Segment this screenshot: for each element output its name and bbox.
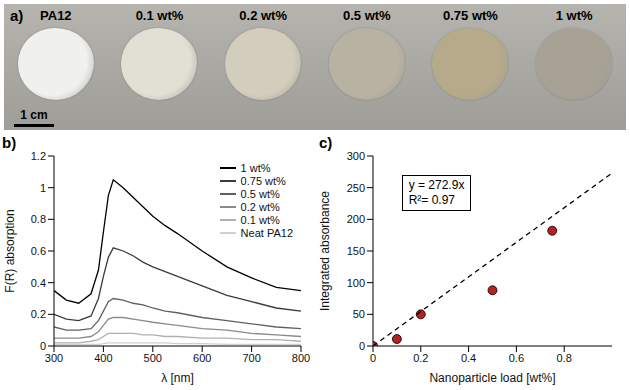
svg-text:F(R) absorption: F(R) absorption: [3, 209, 17, 292]
svg-text:400: 400: [94, 352, 112, 364]
html-text:b): b): [2, 134, 17, 151]
svg-text:0: 0: [40, 340, 46, 352]
html-text:0.2 wt%: 0.2 wt%: [240, 200, 280, 213]
svg-text:0.4: 0.4: [31, 277, 46, 289]
svg-text:1: 1: [40, 182, 46, 194]
svg-text:250: 250: [347, 182, 365, 194]
html-text:1 cm: 1 cm: [20, 108, 48, 122]
svg-text:0: 0: [370, 352, 376, 364]
html-text:R²= 0.97: R²= 0.97: [408, 193, 455, 207]
svg-text:1.2: 1.2: [31, 150, 46, 162]
svg-text:0.8: 0.8: [31, 213, 46, 225]
svg-text:0.4: 0.4: [461, 352, 476, 364]
html-text:PA12: PA12: [40, 8, 72, 23]
svg-text:Integrated absorbance: Integrated absorbance: [318, 191, 332, 311]
svg-text:Nanoparticle load [wt%]: Nanoparticle load [wt%]: [429, 371, 555, 385]
svg-text:0.8: 0.8: [557, 352, 572, 364]
svg-text:0.2: 0.2: [31, 308, 46, 320]
html-text:0.1 wt%: 0.1 wt%: [135, 8, 184, 23]
html-text:c): c): [319, 134, 333, 151]
html-text:Neat PA12: Neat PA12: [240, 226, 293, 239]
svg-text:150: 150: [347, 245, 365, 257]
html-text:a): a): [10, 7, 24, 24]
html-text:1 wt%: 1 wt%: [240, 161, 271, 174]
svg-text:0.6: 0.6: [31, 245, 46, 257]
html-text:0.5 wt%: 0.5 wt%: [343, 8, 391, 23]
svg-text:λ [nm]: λ [nm]: [161, 371, 194, 385]
svg-text:200: 200: [347, 213, 365, 225]
html-text:y = 272.9x: y = 272.9x: [408, 178, 465, 192]
svg-text:700: 700: [242, 352, 260, 364]
svg-text:100: 100: [347, 277, 365, 289]
svg-text:500: 500: [144, 352, 162, 364]
svg-text:0: 0: [359, 340, 365, 352]
svg-text:50: 50: [353, 308, 365, 320]
svg-text:0.2: 0.2: [413, 352, 428, 364]
svg-text:600: 600: [193, 352, 211, 364]
svg-text:300: 300: [45, 352, 63, 364]
svg-text:800: 800: [292, 352, 310, 364]
html-text:0.75 wt%: 0.75 wt%: [443, 8, 498, 23]
html-text:0.75 wt%: 0.75 wt%: [240, 174, 286, 187]
html-text:0.5 wt%: 0.5 wt%: [240, 187, 280, 200]
html-text:0.1 wt%: 0.1 wt%: [240, 213, 280, 226]
svg-text:0.6: 0.6: [509, 352, 524, 364]
svg-text:300: 300: [347, 150, 365, 162]
html-text:0.2 wt%: 0.2 wt%: [239, 8, 287, 23]
html-text:1 wt%: 1 wt%: [555, 8, 593, 23]
